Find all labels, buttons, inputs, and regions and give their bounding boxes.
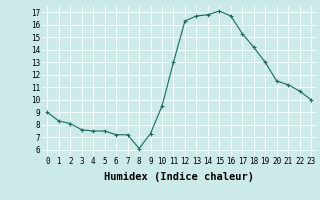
X-axis label: Humidex (Indice chaleur): Humidex (Indice chaleur) [104,172,254,182]
